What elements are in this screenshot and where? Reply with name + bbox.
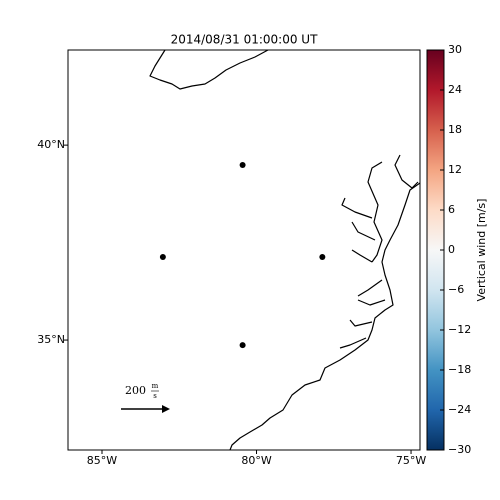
- y-tick-label: 35°N: [37, 333, 65, 346]
- x-tick-label: 80°W: [241, 454, 271, 467]
- lake-shore: [149, 49, 269, 90]
- colorbar-tick-label: 6: [448, 203, 455, 216]
- colorbar-tick-label: −18: [448, 363, 471, 376]
- colorbar-tick-label: 30: [448, 43, 462, 56]
- colorbar-tick-label: 0: [448, 243, 455, 256]
- station-point: [319, 254, 326, 261]
- colorbar-tick-label: −30: [448, 443, 471, 456]
- map-title: 2014/08/31 01:00:00 UT: [171, 33, 318, 47]
- quiver-key: 200 m s: [121, 382, 170, 413]
- chesapeake-bay: [341, 161, 383, 263]
- station-point: [239, 342, 246, 349]
- quiver-key-unit-numerator: m: [152, 382, 159, 390]
- quiver-key-unit-denominator: s: [153, 392, 157, 400]
- colorbar-tick-label: −24: [448, 403, 471, 416]
- colorbar-tick-label: −12: [448, 323, 471, 336]
- delaware-bay: [394, 154, 419, 189]
- colorbar-tick-label: 24: [448, 83, 462, 96]
- station-point: [159, 254, 166, 261]
- pamlico-sound: [339, 279, 386, 349]
- x-tick-label: 75°W: [396, 454, 426, 467]
- quiver-key-arrowhead: [162, 405, 170, 413]
- station-point: [239, 162, 246, 169]
- quiver-key-value: 200: [125, 384, 146, 397]
- colorbar-label: Vertical wind [m/s]: [475, 199, 488, 302]
- y-tick-label: 40°N: [37, 138, 65, 151]
- colorbar-tick-label: −6: [448, 283, 464, 296]
- map-frame: [67, 49, 421, 451]
- x-tick-label: 85°W: [87, 454, 117, 467]
- coastline: [149, 49, 421, 451]
- colorbar-tick-label: 12: [448, 163, 462, 176]
- east-coast: [229, 182, 421, 451]
- colorbar-tick-label: 18: [448, 123, 462, 136]
